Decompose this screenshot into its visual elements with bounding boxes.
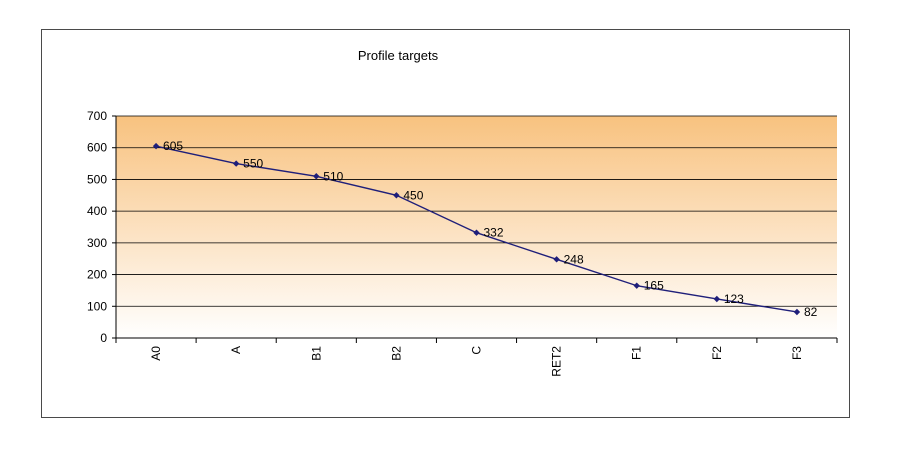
x-tick-label-f1: F1 <box>630 346 644 360</box>
data-point-ret2 <box>553 256 560 263</box>
data-label-b2: 450 <box>403 188 423 202</box>
x-tick-label-a: A <box>229 346 243 354</box>
y-tick-label-500: 500 <box>87 172 107 186</box>
x-tick-label-ret2: RET2 <box>550 346 564 377</box>
data-point-a <box>232 160 240 167</box>
x-tick-label-f3: F3 <box>790 346 804 360</box>
data-label-f1: 165 <box>644 279 664 293</box>
y-tick-label-200: 200 <box>87 268 107 282</box>
data-label-a0: 605 <box>163 139 183 153</box>
data-label-a: 550 <box>243 157 263 171</box>
y-tick-label-100: 100 <box>87 299 107 313</box>
y-tick-label-400: 400 <box>87 204 107 218</box>
y-tick-label-700: 700 <box>87 109 107 123</box>
chart-frame: Profile targets 0 100 200 300 400 500 600 700 A0… <box>41 29 850 418</box>
x-tick-label-b1: B1 <box>309 346 323 361</box>
data-point-f3 <box>793 308 801 316</box>
data-point-f2 <box>713 295 721 303</box>
y-tick-label-0: 0 <box>100 331 107 345</box>
data-point-f1 <box>633 282 640 289</box>
data-point-b2 <box>393 192 400 199</box>
x-tick-label-b2: B2 <box>389 346 403 361</box>
data-label-f2: 123 <box>724 292 744 306</box>
data-point-a0 <box>152 142 160 150</box>
x-tick-label-c: C <box>470 346 484 355</box>
x-tick-label-a0: A0 <box>149 346 163 361</box>
data-label-b1: 510 <box>323 169 343 183</box>
x-tick-label-f2: F2 <box>710 346 724 360</box>
data-point-c <box>473 229 480 236</box>
data-label-c: 332 <box>484 226 504 240</box>
data-point-b1 <box>313 173 320 180</box>
y-tick-label-600: 600 <box>87 141 107 155</box>
data-label-f3: 82 <box>804 305 818 319</box>
y-tick-label-300: 300 <box>87 236 107 250</box>
chart-title: Profile targets <box>358 48 439 63</box>
data-label-ret2: 248 <box>564 252 584 266</box>
